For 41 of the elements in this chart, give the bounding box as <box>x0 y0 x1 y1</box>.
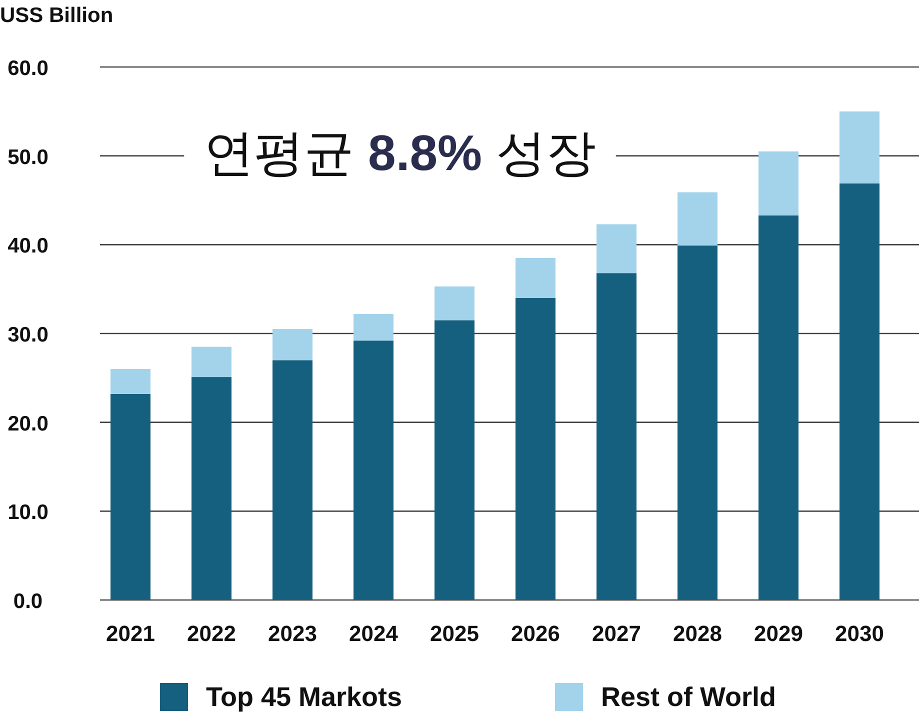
y-tick-label: 10.0 <box>8 501 48 524</box>
y-tick-label: 50.0 <box>8 146 48 169</box>
bar <box>596 273 636 600</box>
bar <box>434 286 474 320</box>
annotation: 연평균 8.8% 성장 <box>204 125 596 181</box>
x-tick-label: 2028 <box>673 621 722 646</box>
bar <box>434 320 474 600</box>
bar <box>758 215 798 600</box>
bar <box>272 360 312 600</box>
bar <box>354 340 394 600</box>
bar <box>192 377 232 600</box>
bar <box>272 329 312 360</box>
bar <box>516 298 556 600</box>
bar <box>192 346 232 378</box>
x-tick-label: 2022 <box>187 621 236 646</box>
x-tick-label: 2027 <box>592 621 641 646</box>
bar <box>678 192 718 246</box>
bar <box>678 246 718 600</box>
y-tick-label: 20.0 <box>8 412 48 436</box>
x-tick-label: 2025 <box>430 621 479 646</box>
x-tick-label: 2021 <box>106 621 155 646</box>
bar <box>840 111 880 184</box>
y-tick-label: 60.0 <box>8 57 48 80</box>
bar <box>110 394 150 600</box>
x-tick-label: 2024 <box>349 621 399 646</box>
legend-label: Rest of World <box>601 682 776 712</box>
x-tick-label: 2029 <box>754 621 803 646</box>
legend-label: Top 45 Markots <box>206 682 402 712</box>
x-tick-label: 2030 <box>835 621 884 646</box>
y-tick-label: 40.0 <box>8 234 48 258</box>
x-tick-label: 2023 <box>268 621 317 646</box>
bar <box>354 314 394 341</box>
bar <box>516 258 556 298</box>
x-tick-label: 2026 <box>511 621 560 646</box>
bar <box>596 224 636 274</box>
bar <box>840 183 880 600</box>
bar <box>110 369 150 394</box>
y-tick-label: 30.0 <box>8 324 48 346</box>
y-tick-label: 0.0 <box>13 590 43 613</box>
bar <box>758 151 798 216</box>
y-axis-title: USS Billion <box>0 4 114 27</box>
